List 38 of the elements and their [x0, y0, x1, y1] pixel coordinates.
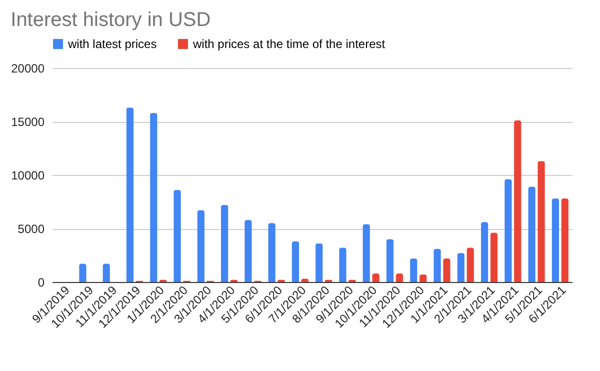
bar [561, 198, 568, 282]
bar [221, 204, 228, 282]
bar [386, 239, 394, 282]
bar [538, 161, 545, 282]
bar [410, 258, 418, 282]
bar [339, 248, 346, 282]
bar [528, 186, 536, 282]
bar [372, 273, 380, 282]
chart-title: Interest history in USD [10, 9, 211, 31]
bar [174, 190, 181, 282]
bar [443, 258, 450, 282]
bar [396, 273, 403, 282]
bar [362, 224, 370, 282]
bar [244, 220, 252, 282]
bar [292, 241, 299, 282]
bar [457, 253, 464, 282]
legend-label: with prices at the time of the interest [192, 37, 386, 51]
bar [316, 243, 323, 282]
bar [126, 108, 134, 282]
bar [150, 112, 158, 282]
bar [102, 264, 110, 282]
y-tick-label: 20000 [11, 62, 45, 76]
bar [197, 210, 204, 282]
bar [434, 248, 441, 282]
bar [552, 198, 559, 282]
bar [490, 232, 498, 282]
y-tick-label: 0 [38, 276, 45, 290]
bar [268, 223, 276, 282]
y-tick-label: 15000 [11, 115, 45, 129]
bar [466, 248, 474, 282]
bar [420, 274, 427, 282]
bar [481, 222, 488, 282]
bar [79, 264, 86, 282]
y-tick-label: 10000 [11, 168, 45, 182]
legend-label: with latest prices [67, 37, 157, 51]
bar [514, 120, 522, 282]
bar [504, 179, 512, 282]
y-tick-label: 5000 [18, 222, 45, 236]
